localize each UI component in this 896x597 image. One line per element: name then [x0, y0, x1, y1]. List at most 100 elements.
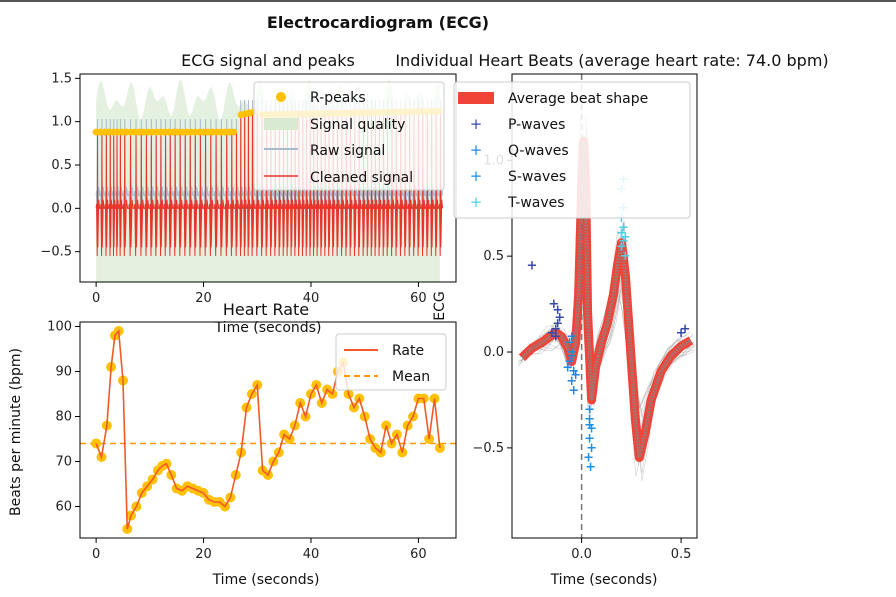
legend-t-label: T-waves: [507, 195, 565, 211]
s-wave-marker: +: [585, 460, 596, 475]
q-wave-marker: +: [562, 360, 573, 375]
q-wave-marker: +: [566, 349, 577, 364]
p-wave-marker: +: [680, 322, 691, 337]
legend-p-marker: +: [470, 115, 483, 133]
s-wave-marker: +: [584, 403, 595, 418]
legend-quality-label: Signal quality: [310, 117, 405, 133]
p-wave-marker: +: [526, 259, 537, 274]
heart-rate-xlabel: Time (seconds): [212, 572, 320, 588]
p-wave-marker: +: [550, 330, 561, 345]
average-beat-overlay: [520, 141, 693, 458]
heart-beats-xtick-label: 0.0: [571, 547, 592, 562]
ecg-signal-legend: R-peaks Signal quality Raw signal Cleane…: [253, 81, 445, 191]
t-wave-marker: +: [618, 234, 629, 249]
heart-rate-xtick-label: 40: [303, 547, 320, 562]
heart-rate-panel: Heart Rate 0 20 40 60 60 70 80 90 100 Time (seco…: [8, 300, 457, 588]
ecg-signal-ytick-label: −0.5: [40, 245, 72, 260]
ecg-signal-ytick-label: 0.5: [51, 158, 72, 173]
p-wave-marker: +: [546, 326, 557, 341]
legend-avg-swatch: [458, 92, 494, 104]
q-wave-marker: +: [564, 355, 575, 370]
legend-avg-label: Average beat shape: [508, 91, 648, 107]
p-wave-marker: +: [550, 322, 561, 337]
q-wave-marker: +: [568, 364, 579, 379]
legend-q-marker: +: [470, 141, 483, 159]
heart-beats-legend: Average beat shape + P-waves + Q-waves +…: [453, 81, 691, 219]
heart-rate-title: Heart Rate: [223, 300, 309, 319]
ecg-signal-title: ECG signal and peaks: [181, 51, 355, 70]
ecg-signal-ytick-label: 1.5: [51, 71, 72, 86]
heart-rate-ytick-label: 90: [55, 365, 72, 380]
legend-q-label: Q-waves: [508, 143, 569, 159]
legend-rpeaks-marker: [276, 92, 286, 102]
p-wave-marker: +: [552, 303, 563, 318]
q-wave-marker: +: [566, 345, 577, 360]
heart-beats-title: Individual Heart Beats (average heart ra…: [395, 51, 828, 70]
heart-beats-xtick-label: 0.5: [671, 547, 692, 562]
heart-beats-ytick-label: −0.5: [472, 441, 504, 456]
ecg-signal-ticks: 0 20 40 60 −0.5 0.0 0.5 1.0 1.5: [40, 71, 426, 306]
heart-beats-xlabel: Time (seconds): [550, 572, 658, 588]
p-wave-marker: +: [676, 326, 687, 341]
s-wave-marker: +: [584, 431, 595, 446]
ecg-signal-xtick-label: 20: [195, 291, 212, 306]
ecg-signal-ytick-label: 1.0: [51, 115, 72, 130]
s-wave-marker: +: [586, 422, 597, 437]
heart-rate-ytick-label: 80: [55, 410, 72, 425]
rate-line: [95, 328, 441, 530]
heart-rate-xtick-label: 20: [195, 547, 212, 562]
legend-rate-label: Rate: [392, 343, 424, 359]
heart-rate-ylabel: Beats per minute (bpm): [8, 348, 24, 516]
heart-rate-ytick-label: 60: [55, 500, 72, 515]
legend-quality-swatch: [264, 118, 298, 130]
figure-title: Electrocardiogram (ECG): [267, 13, 489, 32]
p-wave-marker: +: [554, 311, 565, 326]
t-wave-marker: +: [616, 226, 627, 241]
s-wave-marker: +: [584, 418, 595, 433]
s-wave-marker: +: [586, 441, 597, 456]
heart-rate-ytick-label: 100: [47, 320, 72, 335]
ecg-signal-panel: ECG signal and peaks 0 20 40 60 −0.5 0.0 0.5 1.…: [40, 51, 457, 336]
heart-rate-xtick-label: 0: [92, 547, 100, 562]
window-top-edge: [0, 0, 896, 2]
heart-rate-ticks: 0 20 40 60 60 70 80 90 100: [47, 320, 427, 563]
ecg-signal-xtick-label: 60: [410, 291, 427, 306]
ecg-signal-xlabel: Time (seconds): [214, 320, 322, 336]
heart-rate-axes-frame: [79, 321, 457, 539]
p-wave-marker: +: [548, 297, 559, 312]
rpeak-marker: [230, 128, 238, 136]
s-wave-marker: +: [583, 450, 594, 465]
q-wave-marker: +: [570, 368, 581, 383]
heart-rate-ytick-label: 70: [55, 455, 72, 470]
t-wave-marker: +: [618, 220, 629, 235]
t-wave-marker: +: [620, 249, 631, 264]
heart-rate-legend: Rate Mean: [335, 333, 447, 391]
q-wave-marker: +: [568, 383, 579, 398]
heart-beats-ytick-label: 0.0: [483, 345, 504, 360]
t-wave-marker: +: [616, 240, 627, 255]
q-wave-marker: +: [566, 330, 577, 345]
individual-beat-line: [518, 223, 688, 413]
heart-beats-ytick-label: 0.5: [483, 249, 504, 264]
heart-rate-xtick-label: 60: [410, 547, 427, 562]
ecg-signal-ytick-label: 0.0: [51, 201, 72, 216]
legend-clean-label: Cleaned signal: [310, 170, 413, 186]
heart-beats-ylabel: ECG: [432, 291, 448, 320]
legend-mean-label: Mean: [392, 369, 430, 385]
ecg-signal-xtick-label: 0: [92, 291, 100, 306]
legend-p-label: P-waves: [508, 117, 565, 133]
q-wave-marker: +: [564, 335, 575, 350]
q-wave-marker: +: [566, 374, 577, 389]
heart-beats-ticks: 0.00.5−0.50.00.51.0: [472, 153, 691, 562]
s-wave-marker: +: [584, 412, 595, 427]
p-wave-marker: +: [552, 316, 563, 331]
t-wave-marker: +: [620, 230, 631, 245]
legend-rpeaks-label: R-peaks: [310, 90, 366, 106]
legend-s-label: S-waves: [508, 169, 566, 185]
heart-beats-axes-frame: [511, 73, 698, 539]
legend-raw-label: Raw signal: [310, 143, 385, 159]
legend-t-marker: +: [470, 193, 483, 211]
legend-s-marker: +: [470, 167, 483, 185]
ecg-signal-xtick-label: 40: [303, 291, 320, 306]
